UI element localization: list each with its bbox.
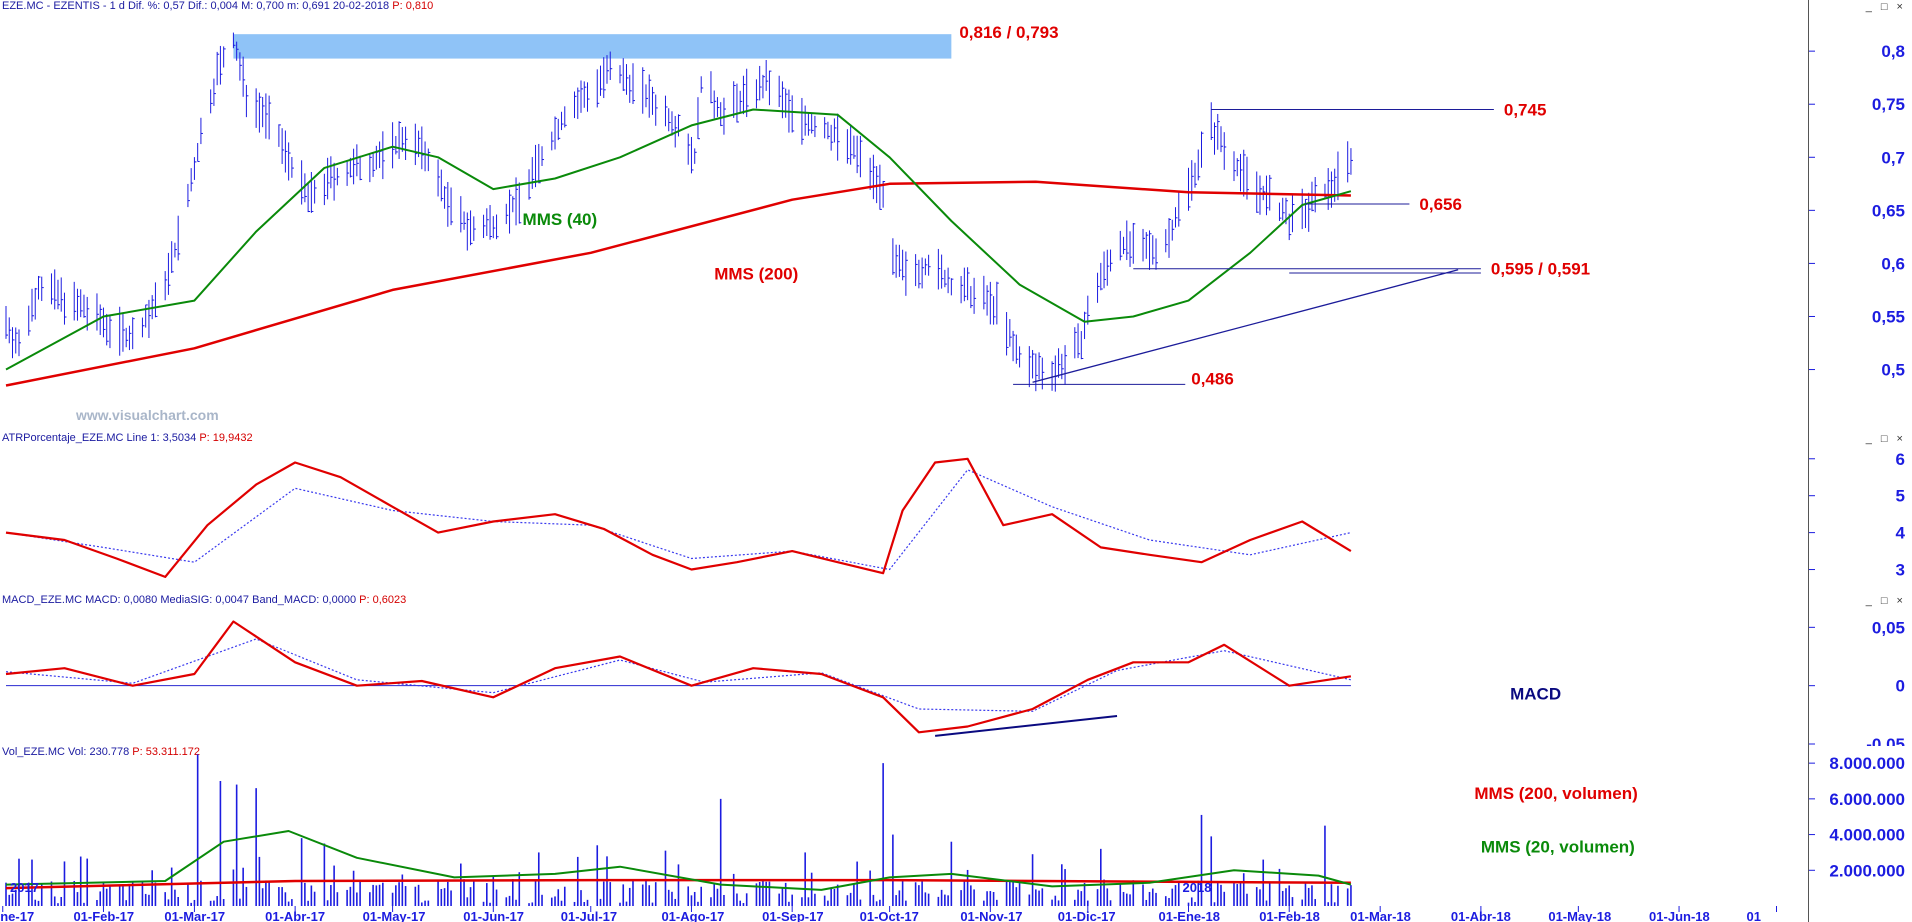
x-tick-label: 01-Oct-17 [860, 909, 919, 922]
volume-chart: MMS (200, volumen) MMS (20, volumen) 2017 2… [0, 754, 1905, 922]
x-tick-label: 01-Sep-17 [762, 909, 823, 922]
volume-y-tick-label: 8.000.000 [1829, 754, 1905, 773]
atr-y-tick-label: 3 [1896, 561, 1905, 580]
macd-y-axis [1808, 594, 1912, 746]
x-tick-label: 01-Feb-18 [1259, 909, 1320, 922]
price-y-tick-label: 0,55 [1872, 307, 1905, 326]
watermark: www.visualchart.com [75, 407, 219, 423]
price-y-tick-label: 0,6 [1881, 254, 1905, 273]
x-tick-label: 01-May-17 [363, 909, 426, 922]
atr-header: ATRPorcentaje_EZE.MC Line 1: 3,5034 P: 1… [2, 432, 253, 444]
macd-y-tick-label: 0,05 [1872, 618, 1905, 637]
price-window-buttons[interactable]: _ □ × [1865, 1, 1906, 13]
mms40-line [5, 108, 1352, 371]
level-label-0656: 0,656 [1419, 195, 1462, 214]
x-tick-label: 01-Mar-18 [1350, 909, 1411, 922]
atr-chart: 6 5 4 3 [5, 450, 1906, 580]
level-label-0745: 0,745 [1504, 101, 1547, 120]
x-tick-label: 01-Ago-17 [661, 909, 724, 922]
x-tick-label: 01-May-18 [1548, 909, 1611, 922]
price-y-tick-label: 0,75 [1872, 95, 1905, 114]
atr-y-axis [1808, 432, 1912, 594]
x-tick-label: 01-Feb-17 [73, 909, 134, 922]
x-tick-label: 01-Nov-17 [960, 909, 1022, 922]
macd-divergence-line [935, 715, 1118, 737]
volume-y-tick-label: 2.000.000 [1829, 861, 1905, 880]
x-tick-label: 01-Abr-18 [1451, 909, 1511, 922]
volume-y-tick-label: 6.000.000 [1829, 790, 1905, 809]
volume-y-axis [1808, 746, 1912, 922]
x-tick-label: 01-Mar-17 [164, 909, 225, 922]
macd-line [5, 620, 1352, 734]
volume-pane: Vol_EZE.MC Vol: 230.778 P: 53.311.172 MM… [0, 746, 1912, 922]
support-trendline [1032, 269, 1459, 383]
x-tick-label: 01-Jun-17 [463, 909, 524, 922]
macd-header: MACD_EZE.MC MACD: 0,0080 MediaSIG: 0,004… [2, 594, 407, 606]
volume-mms200-label: MMS (200, volumen) [1474, 784, 1637, 803]
macd-y-tick-label: 0 [1896, 677, 1905, 696]
price-header: EZE.MC - EZENTIS - 1 d Dif. %: 0,57 Dif.… [2, 0, 434, 12]
x-tick-label: 01-Jun-18 [1649, 909, 1710, 922]
price-pane: EZE.MC - EZENTIS - 1 d Dif. %: 0,57 Dif.… [0, 0, 1912, 433]
atr-average-line [5, 469, 1352, 571]
mms200-line [5, 180, 1351, 387]
mms200-label: MMS (200) [714, 264, 798, 283]
macd-window-buttons[interactable]: _ □ × [1865, 595, 1906, 607]
level-label-0595: 0,595 / 0,591 [1491, 260, 1590, 279]
volume-mms20-label: MMS (20, volumen) [1481, 837, 1635, 856]
price-y-tick-label: 0,7 [1881, 148, 1905, 167]
price-y-tick-label: 0,5 [1881, 361, 1905, 380]
year-tag-2017: 2017 [10, 880, 39, 895]
resistance-zone [233, 34, 952, 59]
mms40-label: MMS (40) [523, 210, 598, 229]
volume-header: Vol_EZE.MC Vol: 230.778 P: 53.311.172 [2, 746, 200, 758]
x-tick-label: 01-Ene-17 [0, 909, 34, 922]
x-tick-label: 01-Dic-17 [1058, 909, 1116, 922]
price-y-tick-label: 0,8 [1881, 42, 1905, 61]
x-tick-label: 01-Jul-17 [561, 909, 617, 922]
price-y-tick-label: 0,65 [1872, 201, 1905, 220]
atr-y-tick-label: 5 [1896, 487, 1905, 506]
atr-y-tick-label: 4 [1896, 524, 1906, 543]
atr-y-tick-label: 6 [1896, 450, 1905, 469]
x-tick-label: 01-Abr-17 [265, 909, 325, 922]
macd-pane: MACD_EZE.MC MACD: 0,0080 MediaSIG: 0,004… [0, 594, 1912, 754]
volume-mms20-line [5, 830, 1352, 891]
volume-mms200-line [5, 878, 1351, 890]
level-label-0816: 0,816 / 0,793 [959, 23, 1058, 42]
price-chart: www.visualchart.com 0,816 / 0,793 0,745 0,6… [5, 23, 1905, 423]
price-y-axis [1808, 0, 1912, 432]
volume-y-tick-label: 4.000.000 [1829, 826, 1905, 845]
x-tick-label: 01 [1747, 909, 1761, 922]
level-label-0486: 0,486 [1191, 369, 1234, 388]
atr-window-buttons[interactable]: _ □ × [1865, 433, 1906, 445]
atr-pane: ATRPorcentaje_EZE.MC Line 1: 3,5034 P: 1… [0, 432, 1912, 595]
macd-signal-line [5, 638, 1352, 712]
macd-title: MACD [1510, 685, 1561, 704]
atr-line [5, 457, 1352, 578]
x-tick-label: 01-Ene-18 [1159, 909, 1220, 922]
year-tag-2018: 2018 [1183, 880, 1212, 895]
